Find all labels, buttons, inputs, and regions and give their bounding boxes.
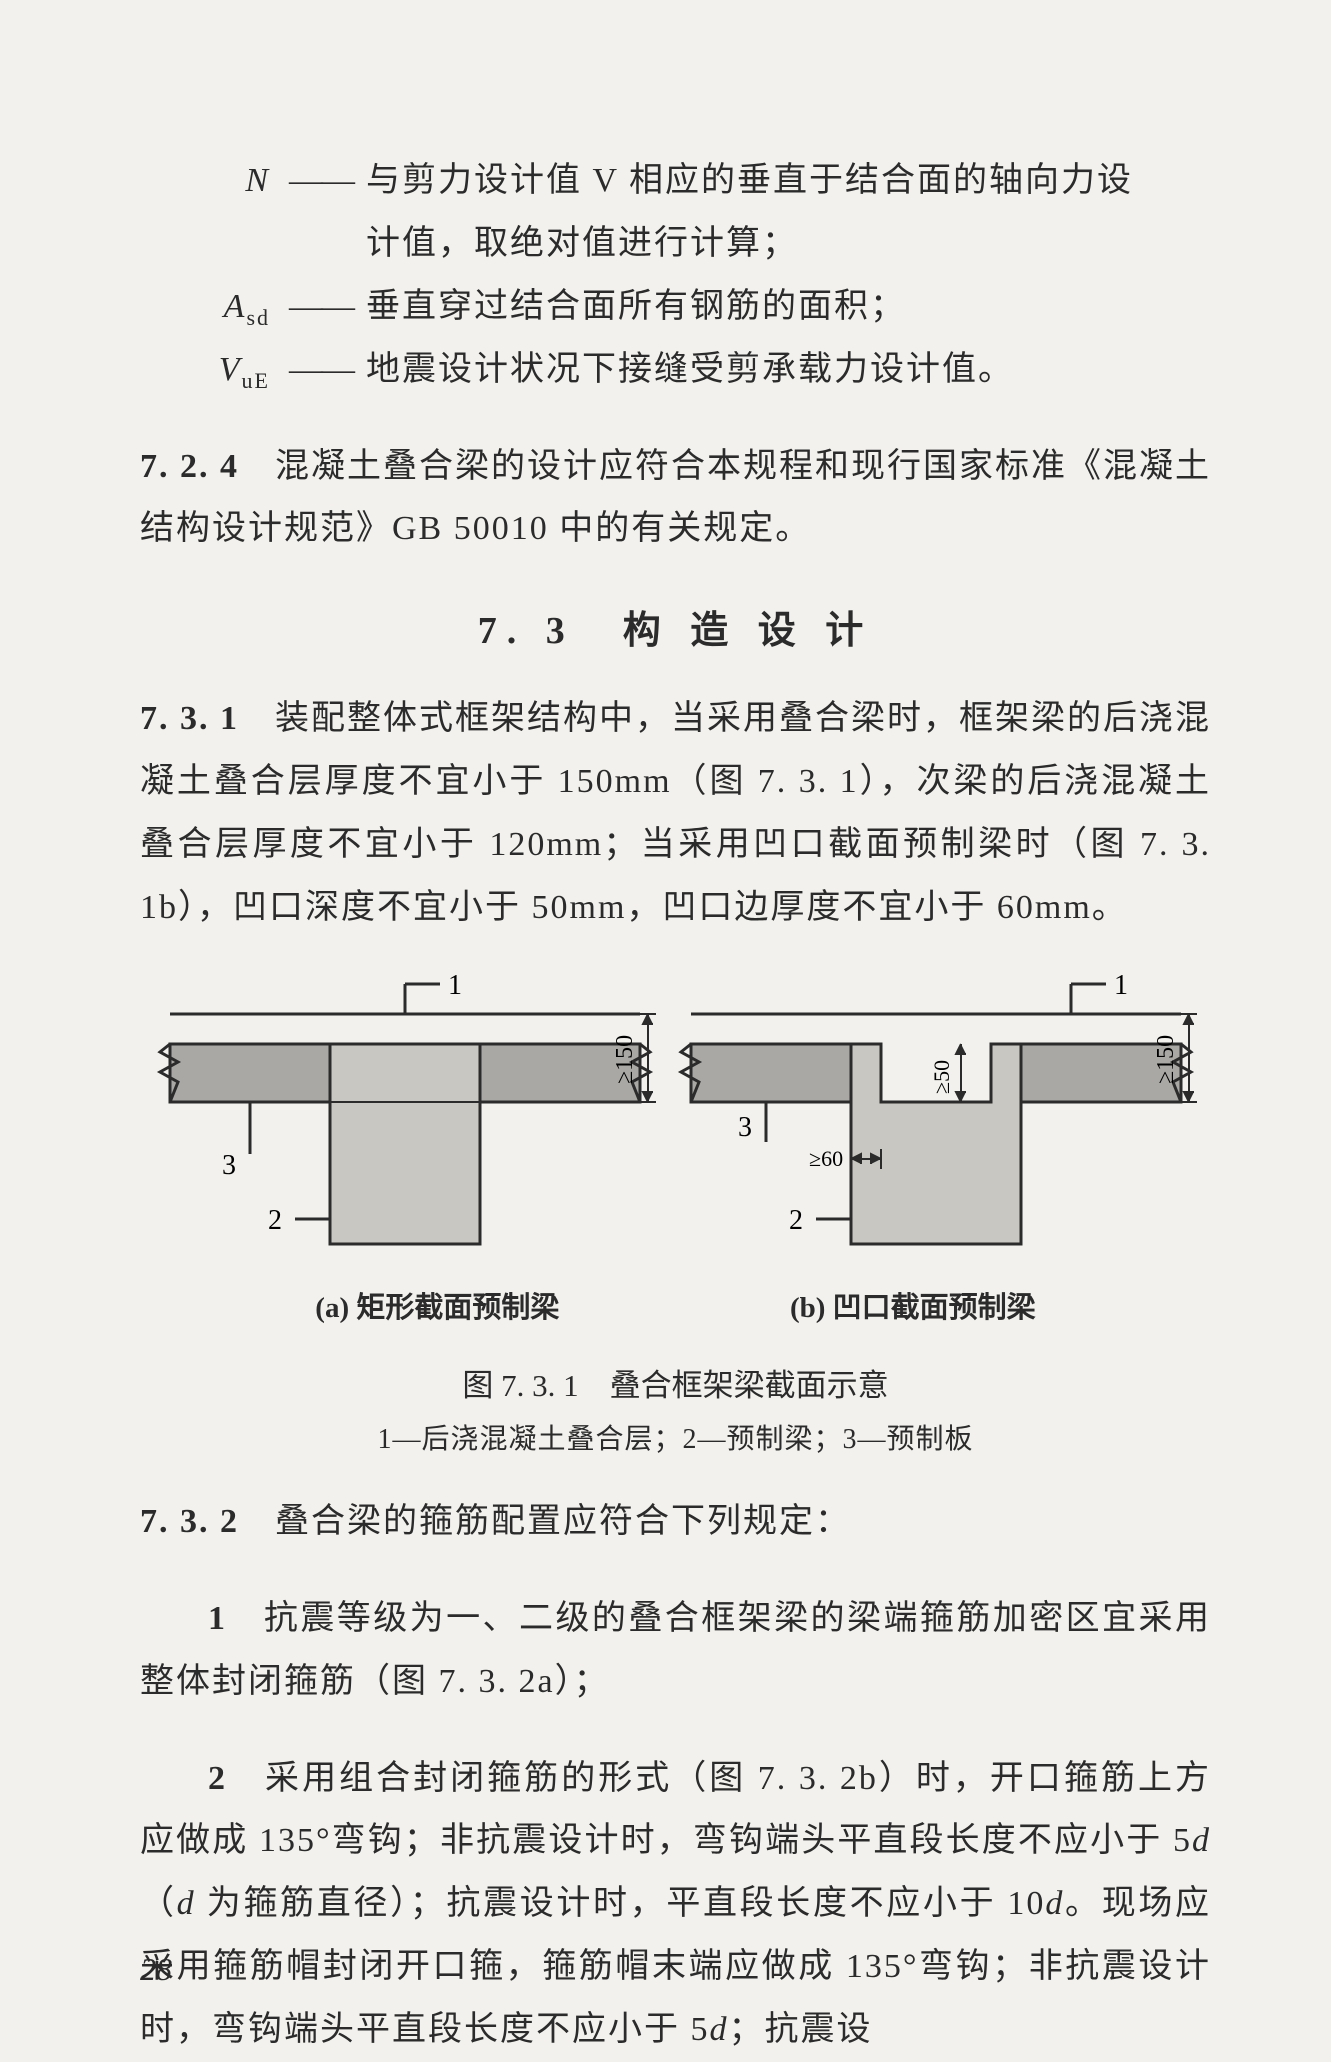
definition-dash: ——: [276, 339, 366, 402]
page-number: 28: [140, 1951, 172, 1988]
clause-number: 7. 2. 4: [140, 448, 239, 485]
figure-main-caption: 图 7. 3. 1 叠合框架梁截面示意: [140, 1360, 1211, 1405]
definition-text: 与剪力设计值 V 相应的垂直于结合面的轴向力设: [366, 150, 1211, 213]
figure-b-svg: 1 3 2 ≥50: [671, 974, 1201, 1274]
dim-150b: ≥150: [1153, 1035, 1179, 1084]
dim-60: ≥60: [809, 1146, 843, 1171]
item-number: 2: [208, 1760, 227, 1797]
list-item-1: 1 抗震等级为一、二级的叠合框架梁的梁端箍筋加密区宜采用整体封闭箍筋（图 7. …: [140, 1588, 1211, 1714]
definition-symbol: Asd: [140, 276, 276, 339]
definition-row: N —— 与剪力设计值 V 相应的垂直于结合面的轴向力设: [140, 150, 1211, 213]
beam-rect: [330, 1044, 480, 1244]
section-heading: 7. 3 构 造 设 计: [140, 599, 1211, 654]
dim-150: ≥150: [612, 1035, 638, 1084]
figure-7-3-1: 1 3 2 ≥150: [150, 974, 1201, 1274]
label-3: 3: [738, 1112, 752, 1143]
definition-text: 垂直穿过结合面所有钢筋的面积；: [366, 276, 1211, 339]
slab-left: [170, 1044, 330, 1102]
clause-lead: 叠合梁的箍筋配置应符合下列规定：: [239, 1503, 851, 1540]
clause-7-2-4: 7. 2. 4 混凝土叠合梁的设计应符合本规程和现行国家标准《混凝土结构设计规范…: [140, 436, 1211, 562]
definition-row: VuE —— 地震设计状况下接缝受剪承载力设计值。: [140, 339, 1211, 402]
label-2: 2: [268, 1205, 282, 1236]
clause-7-3-2: 7. 3. 2 叠合梁的箍筋配置应符合下列规定：: [140, 1491, 1211, 1554]
item-text: 采用组合封闭箍筋的形式（图 7. 3. 2b）时，开口箍筋上方应做成 135°弯…: [140, 1760, 1211, 2049]
clause-number: 7. 3. 1: [140, 700, 239, 737]
definition-list: N —— 与剪力设计值 V 相应的垂直于结合面的轴向力设 计值，取绝对值进行计算…: [140, 150, 1211, 402]
definition-text: 地震设计状况下接缝受剪承载力设计值。: [366, 339, 1211, 402]
definition-row: Asd —— 垂直穿过结合面所有钢筋的面积；: [140, 276, 1211, 339]
list-item-2: 2 采用组合封闭箍筋的形式（图 7. 3. 2b）时，开口箍筋上方应做成 135…: [140, 1748, 1211, 2062]
subcaption-b: (b) 凹口截面预制梁: [790, 1284, 1036, 1326]
figure-subcaptions: (a) 矩形截面预制梁 (b) 凹口截面预制梁: [140, 1284, 1211, 1326]
label-1: 1: [448, 974, 462, 1001]
definition-row-cont: 计值，取绝对值进行计算；: [140, 213, 1211, 276]
definition-dash: ——: [276, 150, 366, 213]
label-1: 1: [1114, 974, 1128, 1001]
definition-dash: ——: [276, 276, 366, 339]
subcaption-a: (a) 矩形截面预制梁: [315, 1284, 559, 1326]
clause-body: 装配整体式框架结构中，当采用叠合梁时，框架梁的后浇混凝土叠合层厚度不宜小于 15…: [140, 700, 1211, 926]
clause-7-3-1: 7. 3. 1 装配整体式框架结构中，当采用叠合梁时，框架梁的后浇混凝土叠合层厚…: [140, 688, 1211, 940]
label-3: 3: [222, 1150, 236, 1181]
item-number: 1: [208, 1600, 227, 1637]
definition-symbol: VuE: [140, 339, 276, 402]
figure-a-svg: 1 3 2 ≥150: [150, 974, 660, 1274]
label-2: 2: [789, 1205, 803, 1236]
dim-50: ≥50: [929, 1060, 954, 1094]
figure-legend: 1—后浇混凝土叠合层；2—预制梁；3—预制板: [140, 1417, 1211, 1457]
clause-body: 混凝土叠合梁的设计应符合本规程和现行国家标准《混凝土结构设计规范》GB 5001…: [140, 448, 1211, 548]
clause-number: 7. 3. 2: [140, 1503, 239, 1540]
document-page: N —— 与剪力设计值 V 相应的垂直于结合面的轴向力设 计值，取绝对值进行计算…: [0, 0, 1331, 2048]
item-text: 抗震等级为一、二级的叠合框架梁的梁端箍筋加密区宜采用整体封闭箍筋（图 7. 3.…: [140, 1600, 1211, 1700]
definition-symbol: N: [140, 150, 276, 213]
